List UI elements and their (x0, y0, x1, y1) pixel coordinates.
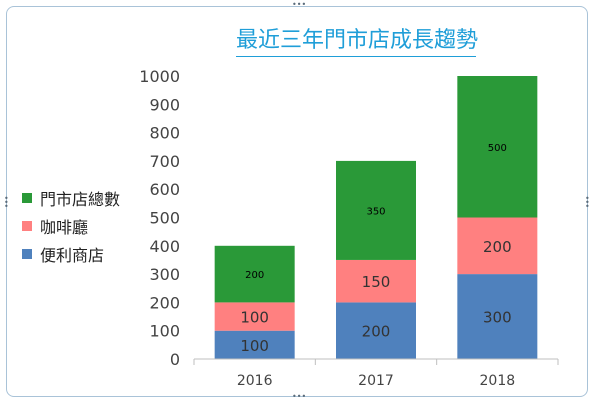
legend-swatch-total (22, 193, 32, 203)
data-label: 150 (362, 273, 391, 291)
legend-item-total: 門市店總數 (22, 184, 142, 212)
legend: 門市店總數 咖啡廳 便利商店 (22, 184, 142, 268)
x-tick-label: 2016 (237, 373, 273, 389)
data-label: 100 (240, 337, 269, 355)
data-label: 300 (483, 309, 512, 327)
bar-segment (214, 302, 295, 331)
bar-segment (336, 259, 416, 303)
legend-label-convenience: 便利商店 (40, 246, 105, 265)
y-tick-label: 200 (149, 293, 180, 312)
legend-label-cafe: 咖啡廳 (40, 218, 89, 237)
y-tick-label: 1000 (139, 67, 180, 86)
resize-handle-left[interactable]: • • • (4, 194, 9, 211)
bar-segment (214, 330, 295, 359)
y-tick-label: 400 (149, 237, 180, 256)
y-tick-label: 0 (170, 350, 180, 369)
data-label: 200 (245, 270, 264, 281)
data-label: 200 (362, 323, 391, 341)
data-label: 100 (240, 309, 269, 327)
resize-handle-bottom[interactable]: ••• (292, 392, 307, 401)
resize-handle-top[interactable]: ••• (292, 0, 307, 9)
x-tick-label: 2017 (358, 373, 394, 389)
bar-segment (336, 302, 416, 359)
y-tick-label: 700 (149, 152, 180, 171)
data-label: 500 (488, 143, 507, 154)
data-label: 350 (366, 206, 385, 217)
bar-segment (336, 160, 416, 260)
bar-segment (457, 76, 538, 218)
y-tick-label: 800 (149, 124, 180, 143)
legend-swatch-cafe (22, 221, 32, 231)
x-tick-label: 2018 (480, 373, 516, 389)
legend-swatch-convenience (22, 249, 32, 259)
data-label: 200 (483, 238, 512, 256)
chart-title: 最近三年門市店成長趨勢 (236, 26, 478, 57)
y-tick-label: 900 (149, 95, 180, 114)
bar-segment (214, 245, 295, 303)
legend-item-cafe: 咖啡廳 (22, 212, 142, 240)
bar-segment (457, 274, 538, 359)
resize-handle-right[interactable]: • • • (585, 194, 590, 211)
legend-item-convenience: 便利商店 (22, 240, 142, 268)
bar-segment (457, 217, 538, 275)
legend-label-total: 門市店總數 (40, 190, 121, 209)
y-tick-label: 600 (149, 180, 180, 199)
y-tick-label: 300 (149, 265, 180, 284)
y-tick-label: 100 (149, 322, 180, 341)
y-tick-label: 500 (149, 209, 180, 228)
